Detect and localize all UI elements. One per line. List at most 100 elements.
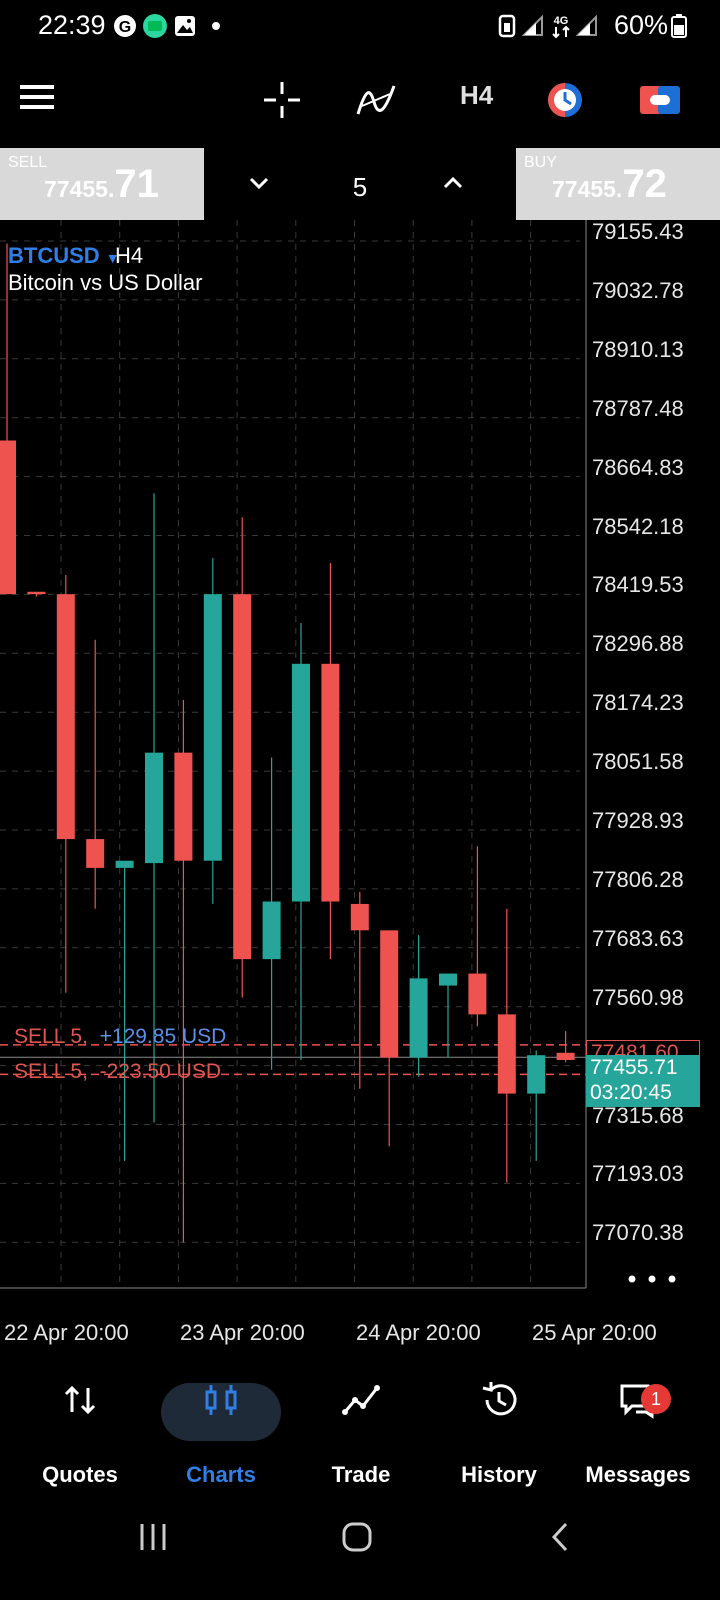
menu-icon[interactable] [20, 82, 56, 112]
sell-button[interactable]: SELL 77455.71 [0, 148, 204, 220]
svg-text:4G: 4G [554, 15, 569, 27]
volume-input[interactable]: 5 [352, 172, 368, 202]
app-badge-icon [143, 14, 167, 38]
4g-icon: 4G [552, 15, 570, 39]
candle-body [527, 1055, 546, 1094]
svg-text:G: G [119, 19, 131, 36]
symbol-description: Bitcoin vs US Dollar [8, 270, 203, 295]
candle-body [262, 901, 281, 960]
position-line-label[interactable]: SELL 5, +129.85 USD [14, 1025, 226, 1049]
price-tick-label: 78296.88 [592, 631, 684, 657]
volume-decrease-icon[interactable] [246, 170, 272, 196]
symbol-dropdown-icon: ▼ [105, 250, 120, 266]
price-tick-label: 78787.48 [592, 395, 684, 421]
candle-body [115, 860, 134, 868]
tab-label: History [461, 1462, 537, 1487]
sell-price: 77455.71 [44, 162, 159, 207]
price-tick-label: 77683.63 [592, 925, 684, 951]
time-tick-label: 22 Apr 20:00 [4, 1320, 129, 1345]
battery-percent: 60% [614, 10, 669, 40]
crosshair-icon[interactable] [262, 80, 302, 120]
system-navigation [0, 1490, 720, 1600]
sell-price-decimals: 71 [114, 162, 159, 206]
trade-icon [342, 1385, 380, 1415]
symbol-name: BTCUSD [8, 243, 100, 268]
candle-body [27, 591, 46, 595]
candle-body [56, 594, 75, 840]
current-price-tag: 77455.71 03:20:45 [586, 1055, 700, 1107]
candle-body [468, 973, 487, 1015]
toggle-icon[interactable] [640, 82, 680, 118]
position-type: SELL 5, [14, 1025, 100, 1048]
price-tick-label: 79032.78 [592, 277, 684, 303]
candle-body [292, 663, 310, 902]
recent-apps-icon[interactable] [136, 1520, 170, 1554]
signal-icon [521, 14, 543, 36]
timeframe-selector[interactable]: H4 [460, 80, 494, 110]
back-icon[interactable] [544, 1520, 578, 1554]
trade-clock-icon[interactable] [545, 80, 585, 120]
home-icon[interactable] [340, 1520, 374, 1554]
candle-body [439, 973, 457, 986]
dot-icon [212, 22, 220, 30]
current-price: 77455.71 [590, 1056, 678, 1079]
sell-label: SELL [8, 154, 48, 171]
position-type: SELL 5, [14, 1060, 100, 1083]
buy-price-int: 77455. [552, 176, 623, 202]
tab-messages[interactable]: Messages [568, 1370, 708, 1487]
status-bar: 22:39 G 4G 60% [0, 0, 720, 52]
price-tick-label: 77928.93 [592, 808, 684, 833]
candlestick-chart[interactable] [0, 220, 720, 1320]
sell-price-int: 77455. [44, 176, 115, 202]
price-tick-label: 77193.03 [592, 1161, 684, 1187]
buy-price: 77455.72 [552, 162, 667, 207]
time-tick-label: 24 Apr 20:00 [356, 1320, 481, 1345]
price-tick-label: 77560.98 [592, 984, 684, 1010]
buy-price-decimals: 72 [622, 162, 667, 206]
tab-label: Trade [331, 1462, 391, 1487]
more-icon[interactable] [624, 1272, 680, 1286]
candle-body [409, 978, 428, 1058]
position-pnl: -223.50 USD [99, 1060, 222, 1083]
signal-icon [575, 14, 597, 36]
candle-body [0, 440, 16, 595]
time-tick-label: 25 Apr 20:00 [532, 1320, 657, 1345]
price-tick-label: 78542.18 [592, 513, 684, 539]
tab-label: Messages [585, 1462, 691, 1487]
tab-label: Quotes [42, 1462, 118, 1487]
price-tick-label: 78664.83 [592, 454, 684, 480]
candle-body [556, 1052, 575, 1060]
volume-panel [204, 148, 516, 220]
battery-saver-icon [498, 14, 516, 38]
symbol-selector[interactable]: BTCUSD ▼ [8, 243, 120, 269]
tab-label: Charts [186, 1462, 256, 1487]
price-tick-label: 78910.13 [592, 336, 684, 362]
buy-button[interactable]: BUY 77455.72 [516, 148, 720, 220]
indicators-icon[interactable] [356, 80, 396, 120]
history-icon [482, 1382, 517, 1416]
position-line-label[interactable]: SELL 5, -223.50 USD [14, 1060, 221, 1084]
gallery-icon [175, 16, 195, 36]
price-tick-label: 78419.53 [592, 572, 684, 598]
candle-body [174, 752, 193, 861]
chart-timeframe: H4 [115, 243, 144, 268]
position-pnl: +129.85 USD [99, 1025, 227, 1048]
tab-charts[interactable]: Charts [151, 1370, 291, 1487]
price-tick-label: 77070.38 [592, 1220, 684, 1246]
volume-increase-icon[interactable] [440, 170, 466, 196]
tab-trade[interactable]: Trade [291, 1370, 431, 1487]
quotes-icon [64, 1385, 96, 1415]
tab-history[interactable]: History [429, 1370, 569, 1487]
active-tab-indicator [161, 1383, 281, 1441]
tab-quotes[interactable]: Quotes [10, 1370, 150, 1487]
candle-body [497, 1014, 516, 1094]
candle-body [203, 594, 222, 861]
buy-label: BUY [524, 154, 557, 171]
notification-g-icon: G [114, 15, 136, 37]
chart-toolbar [0, 52, 720, 148]
candle-body [145, 752, 163, 864]
candle-body [321, 663, 340, 902]
candle-body [350, 903, 369, 931]
messages-badge: 1 [641, 1384, 671, 1414]
status-time: 22:39 [38, 10, 106, 40]
